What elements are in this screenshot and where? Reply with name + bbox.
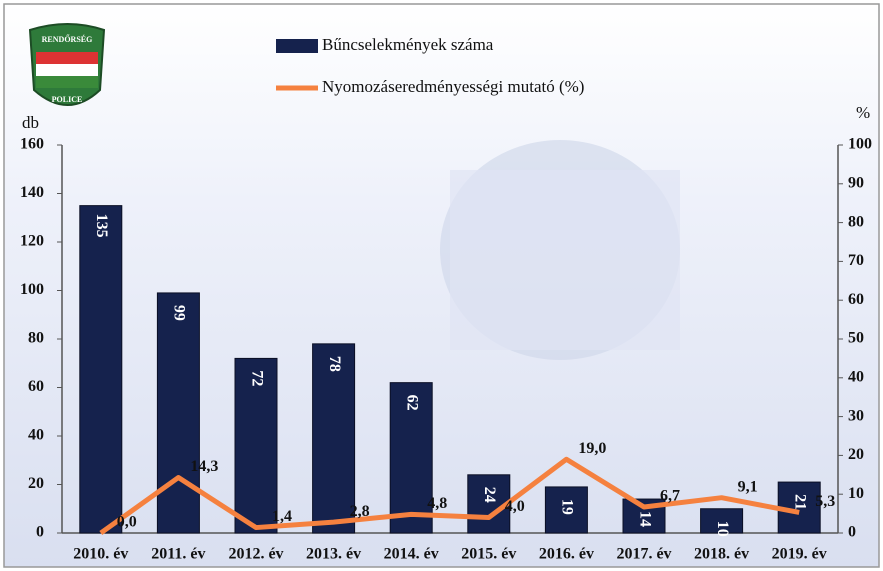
y2-tick-label: 40 xyxy=(848,368,864,385)
line-value-label: 2,8 xyxy=(350,503,370,520)
line-value-label: 19,0 xyxy=(578,440,606,457)
y-tick-label: 60 xyxy=(28,378,44,395)
bar xyxy=(312,343,356,534)
bar-value-label: 21 xyxy=(792,494,809,510)
logo-text: RENDŐRSÉG xyxy=(42,34,93,44)
y-tick-label: 120 xyxy=(20,233,44,250)
x-tick-label: 2012. év xyxy=(228,546,283,563)
y-tick-label: 100 xyxy=(20,281,44,298)
y2-tick-label: 50 xyxy=(848,330,864,347)
bar xyxy=(544,486,588,534)
line xyxy=(99,456,800,536)
x-tick-label: 2019. év xyxy=(772,546,827,563)
line-value-label: 0,0 xyxy=(117,514,137,531)
bar-value-label: 19 xyxy=(559,499,576,515)
y-tick-label: 140 xyxy=(20,184,44,201)
line-value-label: 6,7 xyxy=(660,488,680,505)
line-value-label: 5,3 xyxy=(815,493,835,510)
y2-tick-label: 100 xyxy=(848,136,872,153)
y-tick-label: 80 xyxy=(28,330,44,347)
y2-tick-label: 30 xyxy=(848,407,864,424)
y-axis-label: db xyxy=(22,113,39,132)
y2-tick-label: 20 xyxy=(848,446,864,463)
y-tick-label: 160 xyxy=(20,136,44,153)
bar-value-label: 99 xyxy=(171,305,188,321)
logo-text: POLICE xyxy=(52,95,83,104)
legend-label: Nyomozáseredményességi mutató (%) xyxy=(322,77,584,96)
y2-tick-label: 60 xyxy=(848,291,864,308)
bar-value-label: 62 xyxy=(404,395,421,411)
y2-tick-label: 0 xyxy=(848,524,856,541)
legend-label: Bűncselekmények száma xyxy=(322,35,494,54)
bar-value-label: 14 xyxy=(636,511,653,527)
bar xyxy=(156,292,200,534)
line-value-label: 4,8 xyxy=(427,495,447,512)
y-tick-label: 0 xyxy=(36,524,44,541)
building-bg xyxy=(450,170,680,350)
line-value-label: 1,4 xyxy=(272,508,292,525)
line-value-label: 9,1 xyxy=(738,478,758,495)
bar-value-label: 135 xyxy=(93,214,110,238)
bar xyxy=(234,357,278,534)
logo: RENDŐRSÉG POLICE xyxy=(28,23,106,106)
bar-value-label: 72 xyxy=(248,370,265,386)
legend-swatch xyxy=(276,39,318,53)
y2-axis-label: % xyxy=(856,103,870,122)
x-tick-label: 2011. év xyxy=(151,546,205,563)
y2-tick-label: 90 xyxy=(848,174,864,191)
x-tick-label: 2016. év xyxy=(539,546,594,563)
x-tick-label: 2013. év xyxy=(306,546,361,563)
x-tick-label: 2010. év xyxy=(73,546,128,563)
x-tick-label: 2018. év xyxy=(694,546,749,563)
bar-value-label: 78 xyxy=(326,356,343,372)
bar xyxy=(79,205,123,534)
bar xyxy=(389,382,433,534)
bar-value-label: 24 xyxy=(481,487,498,503)
bar xyxy=(700,508,744,534)
y-tick-label: 20 xyxy=(28,475,44,492)
y2-tick-label: 70 xyxy=(848,252,864,269)
line-value-label: 14,3 xyxy=(190,458,218,475)
y2-tick-label: 10 xyxy=(848,485,864,502)
y-tick-label: 40 xyxy=(28,427,44,444)
bar-value-label: 10 xyxy=(714,521,731,537)
line-value-label: 4,0 xyxy=(505,498,525,515)
y2-tick-label: 80 xyxy=(848,213,864,230)
x-tick-label: 2014. év xyxy=(384,546,439,563)
x-tick-label: 2017. év xyxy=(616,546,671,563)
x-tick-label: 2015. év xyxy=(461,546,516,563)
frame xyxy=(3,3,880,568)
